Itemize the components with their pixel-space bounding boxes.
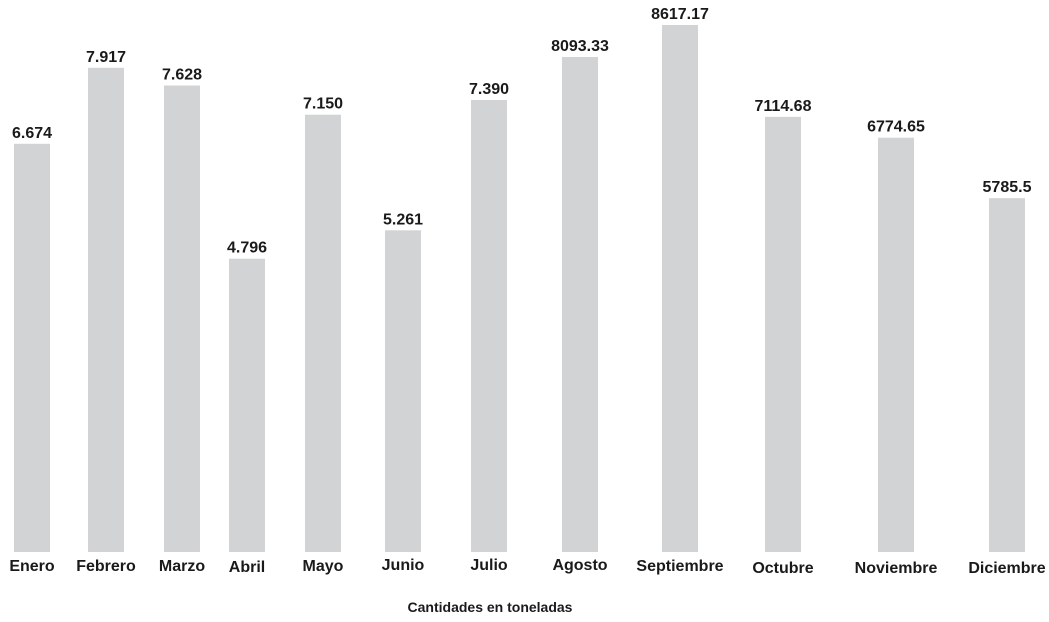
value-label-mayo: 7.150 <box>303 96 343 113</box>
x-axis-label: Cantidades en toneladas <box>408 599 573 615</box>
value-label-abril: 4.796 <box>227 240 267 257</box>
value-label-febrero: 7.917 <box>86 49 126 66</box>
value-label-octubre: 7114.68 <box>755 98 812 115</box>
value-label-diciembre: 5785.5 <box>983 179 1032 196</box>
value-label-agosto: 8093.33 <box>551 38 609 55</box>
category-label-octubre: Octubre <box>752 560 813 577</box>
category-labels-group: Enero Febrero Marzo Abril Mayo Junio Julio Agos… <box>9 557 1045 577</box>
value-label-marzo: 7.628 <box>162 67 202 84</box>
category-label-junio: Junio <box>382 557 425 574</box>
category-label-marzo: Marzo <box>159 558 205 575</box>
bar-marzo <box>164 85 200 552</box>
bar-junio <box>385 230 421 553</box>
category-label-enero: Enero <box>9 558 55 575</box>
bar-julio <box>471 100 507 552</box>
bar-enero <box>14 143 50 553</box>
value-label-junio: 5.261 <box>383 211 423 228</box>
value-label-septiembre: 8617.17 <box>651 6 709 23</box>
bar-febrero <box>88 67 124 553</box>
bar-noviembre <box>878 137 914 552</box>
bar-mayo <box>305 114 341 552</box>
value-label-julio: 7.390 <box>469 81 509 98</box>
category-label-agosto: Agosto <box>552 557 607 574</box>
bar-octubre <box>765 116 801 553</box>
bar-septiembre <box>662 25 698 552</box>
category-label-noviembre: Noviembre <box>855 560 938 577</box>
bar-abril <box>229 258 265 552</box>
bars-group <box>14 25 1025 553</box>
bar-diciembre <box>989 198 1025 552</box>
value-labels-group: 6.674 7.917 7.628 4.796 7.150 5.261 7.390 8093.… <box>12 6 1032 257</box>
category-label-mayo: Mayo <box>303 558 344 575</box>
category-label-abril: Abril <box>229 559 265 576</box>
value-label-noviembre: 6774.65 <box>867 119 925 136</box>
value-label-enero: 6.674 <box>12 125 52 142</box>
bar-agosto <box>562 57 598 552</box>
category-label-febrero: Febrero <box>76 558 136 575</box>
category-label-diciembre: Diciembre <box>968 560 1045 577</box>
category-label-septiembre: Septiembre <box>636 558 723 575</box>
category-label-julio: Julio <box>470 557 508 574</box>
